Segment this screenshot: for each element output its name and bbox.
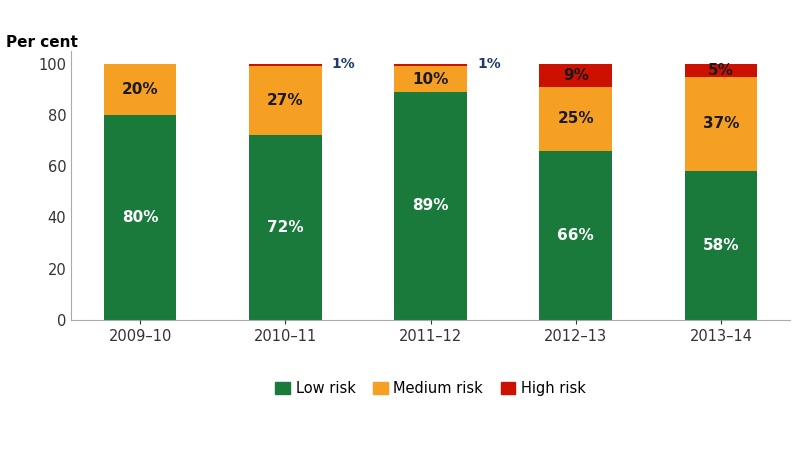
Bar: [394, 92, 467, 320]
Bar: [249, 135, 322, 320]
Text: 25%: 25%: [558, 111, 594, 126]
Bar: [539, 87, 612, 151]
Bar: [104, 64, 176, 115]
Text: Per cent: Per cent: [6, 35, 78, 50]
Bar: [249, 67, 322, 135]
Bar: [685, 171, 758, 320]
Text: 37%: 37%: [703, 117, 739, 132]
Bar: [539, 64, 612, 87]
Bar: [104, 115, 176, 320]
Text: 89%: 89%: [412, 198, 449, 213]
Text: 66%: 66%: [557, 228, 594, 243]
Bar: [394, 64, 467, 67]
Bar: [394, 67, 467, 92]
Text: 80%: 80%: [122, 210, 159, 225]
Text: 27%: 27%: [267, 93, 303, 109]
Text: 58%: 58%: [703, 238, 739, 253]
Text: 1%: 1%: [332, 57, 356, 71]
Text: 5%: 5%: [708, 63, 734, 78]
Text: 1%: 1%: [477, 57, 501, 71]
Bar: [685, 76, 758, 171]
Bar: [539, 151, 612, 320]
Text: 9%: 9%: [563, 68, 588, 83]
Text: 20%: 20%: [122, 82, 159, 97]
Bar: [249, 64, 322, 67]
Bar: [685, 64, 758, 76]
Text: 10%: 10%: [412, 72, 448, 87]
Text: 72%: 72%: [267, 220, 303, 235]
Legend: Low risk, Medium risk, High risk: Low risk, Medium risk, High risk: [270, 376, 592, 402]
